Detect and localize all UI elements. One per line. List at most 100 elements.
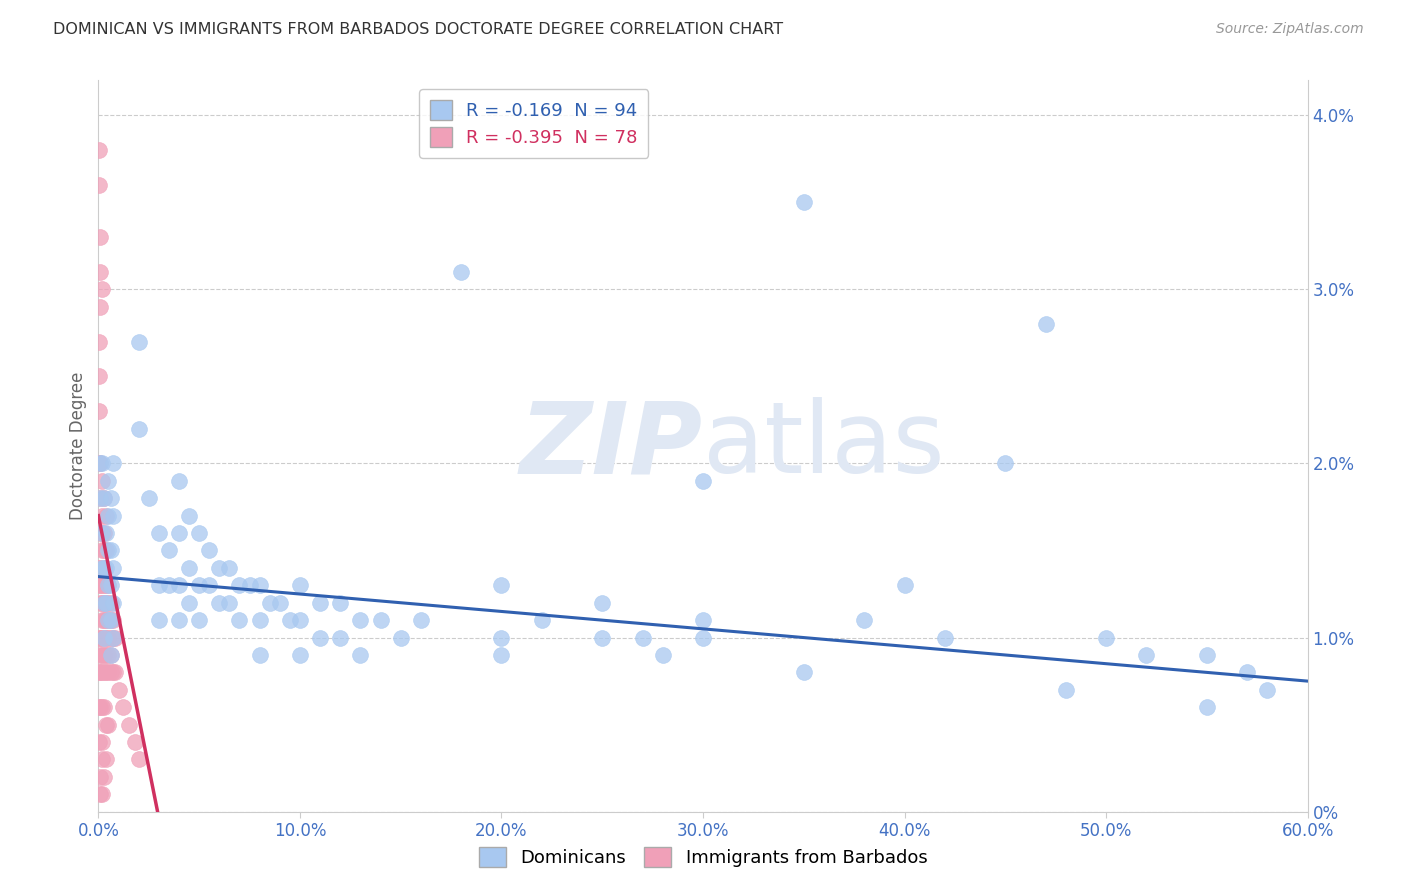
Point bbox=[97, 596, 120, 610]
Point bbox=[91, 631, 114, 645]
Point bbox=[89, 300, 111, 314]
Point bbox=[167, 474, 190, 488]
Point bbox=[96, 665, 118, 680]
Point bbox=[96, 717, 118, 731]
Point bbox=[128, 752, 150, 766]
Point bbox=[97, 613, 120, 627]
Point bbox=[1236, 665, 1258, 680]
Point bbox=[591, 596, 613, 610]
Point bbox=[91, 787, 114, 801]
Point bbox=[89, 491, 111, 506]
Point bbox=[450, 265, 472, 279]
Point bbox=[91, 561, 114, 575]
Point bbox=[96, 578, 118, 592]
Point bbox=[91, 665, 114, 680]
Point bbox=[93, 578, 115, 592]
Point bbox=[409, 613, 432, 627]
Point bbox=[93, 700, 115, 714]
Point bbox=[91, 526, 114, 541]
Point bbox=[91, 613, 114, 627]
Point bbox=[97, 543, 120, 558]
Point bbox=[157, 578, 180, 592]
Point bbox=[692, 474, 714, 488]
Point bbox=[1035, 317, 1057, 331]
Point bbox=[89, 561, 111, 575]
Point bbox=[167, 578, 190, 592]
Point bbox=[93, 491, 115, 506]
Point bbox=[208, 596, 231, 610]
Point bbox=[96, 752, 118, 766]
Point bbox=[93, 631, 115, 645]
Point bbox=[651, 648, 673, 662]
Point bbox=[100, 665, 122, 680]
Point bbox=[100, 596, 122, 610]
Point bbox=[91, 543, 114, 558]
Point bbox=[89, 404, 111, 418]
Point bbox=[249, 613, 271, 627]
Point bbox=[288, 613, 311, 627]
Point bbox=[793, 665, 815, 680]
Y-axis label: Doctorate Degree: Doctorate Degree bbox=[69, 372, 87, 520]
Point bbox=[96, 596, 118, 610]
Point bbox=[97, 578, 120, 592]
Text: ZIP: ZIP bbox=[520, 398, 703, 494]
Point bbox=[138, 491, 160, 506]
Point bbox=[349, 648, 371, 662]
Legend: R = -0.169  N = 94, R = -0.395  N = 78: R = -0.169 N = 94, R = -0.395 N = 78 bbox=[419, 89, 648, 158]
Point bbox=[89, 457, 111, 471]
Point bbox=[118, 717, 141, 731]
Point bbox=[97, 474, 120, 488]
Point bbox=[218, 561, 240, 575]
Point bbox=[93, 561, 115, 575]
Point bbox=[96, 631, 118, 645]
Point bbox=[91, 457, 114, 471]
Point bbox=[228, 613, 250, 627]
Point bbox=[1095, 631, 1118, 645]
Text: DOMINICAN VS IMMIGRANTS FROM BARBADOS DOCTORATE DEGREE CORRELATION CHART: DOMINICAN VS IMMIGRANTS FROM BARBADOS DO… bbox=[53, 22, 783, 37]
Point bbox=[370, 613, 392, 627]
Text: atlas: atlas bbox=[703, 398, 945, 494]
Point bbox=[100, 648, 122, 662]
Point bbox=[97, 717, 120, 731]
Point bbox=[188, 526, 211, 541]
Point bbox=[89, 648, 111, 662]
Point bbox=[103, 665, 125, 680]
Point bbox=[107, 682, 129, 697]
Point bbox=[198, 578, 221, 592]
Point bbox=[93, 543, 115, 558]
Point bbox=[1195, 648, 1218, 662]
Point bbox=[269, 596, 291, 610]
Point bbox=[148, 526, 170, 541]
Point bbox=[208, 561, 231, 575]
Point bbox=[101, 508, 124, 523]
Point bbox=[96, 561, 118, 575]
Point bbox=[101, 631, 124, 645]
Point bbox=[793, 195, 815, 210]
Point bbox=[96, 526, 118, 541]
Point bbox=[89, 457, 111, 471]
Point bbox=[96, 543, 118, 558]
Point bbox=[100, 491, 122, 506]
Point bbox=[91, 508, 114, 523]
Point bbox=[89, 596, 111, 610]
Point bbox=[148, 613, 170, 627]
Point bbox=[994, 457, 1017, 471]
Point bbox=[93, 665, 115, 680]
Point bbox=[491, 631, 513, 645]
Point bbox=[100, 613, 122, 627]
Point bbox=[239, 578, 262, 592]
Point bbox=[128, 421, 150, 435]
Point bbox=[100, 631, 122, 645]
Point bbox=[91, 526, 114, 541]
Point bbox=[101, 613, 124, 627]
Point bbox=[89, 578, 111, 592]
Point bbox=[278, 613, 301, 627]
Point bbox=[93, 491, 115, 506]
Point bbox=[1256, 682, 1278, 697]
Point bbox=[97, 613, 120, 627]
Point bbox=[89, 457, 111, 471]
Legend: Dominicans, Immigrants from Barbados: Dominicans, Immigrants from Barbados bbox=[471, 839, 935, 874]
Point bbox=[157, 543, 180, 558]
Point bbox=[97, 648, 120, 662]
Point bbox=[93, 561, 115, 575]
